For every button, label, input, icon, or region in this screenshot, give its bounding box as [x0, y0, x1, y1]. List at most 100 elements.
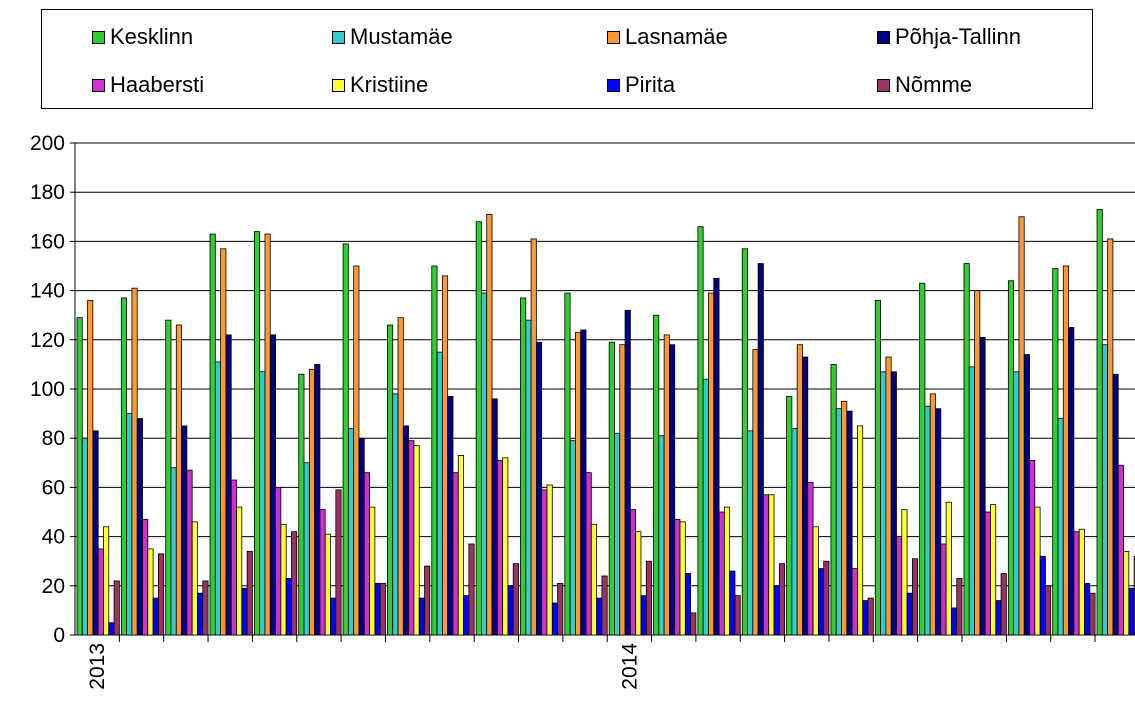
bar: [635, 531, 642, 636]
bar: [546, 484, 553, 636]
bar: [186, 469, 193, 636]
bar: [1000, 573, 1007, 636]
bar: [580, 329, 587, 636]
bar: [823, 560, 830, 636]
bar: [220, 248, 227, 636]
bar: [136, 418, 143, 636]
bar: [259, 371, 266, 636]
bar: [791, 427, 798, 636]
bar: [1078, 528, 1085, 636]
bar: [564, 292, 571, 636]
bar: [763, 494, 770, 636]
bar: [530, 238, 537, 636]
bar: [723, 506, 731, 636]
bar: [441, 275, 449, 636]
bar: [640, 595, 647, 636]
bar: [452, 472, 459, 636]
bar: [418, 597, 425, 636]
bar: [152, 597, 159, 636]
bar: [945, 501, 952, 636]
bar: [956, 578, 963, 636]
bar: [113, 580, 120, 636]
bar: [142, 518, 149, 636]
legend-label: Haabersti: [110, 72, 205, 97]
bar: [974, 290, 981, 636]
bar: [209, 233, 216, 636]
bar: [369, 506, 376, 636]
bar: [1013, 371, 1020, 636]
bar: [1018, 216, 1025, 636]
bar: [551, 602, 558, 636]
bar: [963, 263, 970, 636]
bar: [314, 363, 321, 636]
bar: [601, 575, 608, 636]
bar: [590, 523, 598, 636]
bar: [940, 543, 947, 636]
bar: [463, 595, 470, 636]
bar: [358, 437, 365, 636]
legend-label: Lasnamäe: [625, 24, 728, 49]
bar: [851, 568, 858, 636]
bar: [342, 243, 349, 636]
bar: [911, 558, 919, 636]
legend-swatch: [607, 30, 620, 44]
bar: [447, 395, 454, 636]
bar: [335, 489, 342, 636]
bar: [979, 336, 986, 636]
y-tick-label: 180: [30, 181, 65, 204]
bar: [225, 334, 232, 636]
bar: [747, 430, 754, 636]
bar: [919, 282, 926, 636]
bar: [191, 521, 198, 636]
bar: [890, 371, 897, 636]
bar: [1023, 354, 1030, 636]
bar: [901, 509, 908, 636]
bar: [436, 351, 443, 636]
bar: [669, 344, 676, 636]
legend: Kesklinn Mustamäe Lasnamäe Põhja-Tallinn Haa…: [41, 9, 1093, 109]
bar: [734, 595, 741, 636]
bar: [353, 265, 360, 636]
bar: [874, 300, 881, 636]
bar: [968, 366, 975, 636]
bar: [880, 371, 887, 636]
bar: [507, 585, 514, 636]
bar: [230, 479, 237, 636]
bar: [87, 300, 94, 636]
bar: [1029, 459, 1036, 636]
bar: [512, 563, 519, 636]
bar: [214, 361, 222, 636]
bar: [1128, 587, 1135, 636]
bar: [541, 489, 548, 636]
bar: [165, 319, 172, 636]
bar: [97, 548, 104, 636]
legend-swatch: [92, 30, 105, 44]
bar: [392, 393, 399, 636]
y-tick-label: 140: [30, 280, 65, 303]
bar: [81, 437, 88, 636]
bar: [92, 430, 99, 636]
bar: [1039, 555, 1046, 636]
bar: [830, 363, 837, 636]
bar: [236, 506, 243, 636]
bar: [867, 597, 874, 636]
bar: [658, 435, 665, 636]
bar: [708, 292, 715, 636]
legend-label: Kesklinn: [110, 24, 194, 49]
bar: [158, 553, 165, 636]
bar: [402, 425, 410, 636]
bar: [817, 568, 825, 636]
bar: [131, 287, 138, 636]
y-tick-label: 0: [53, 624, 65, 647]
bar: [624, 309, 631, 636]
bar: [619, 344, 626, 636]
legend-label: Kristiine: [350, 72, 429, 97]
bar: [413, 445, 420, 636]
bar: [170, 467, 177, 636]
bar: [929, 393, 936, 636]
bar: [1089, 592, 1096, 636]
legend-item: Põhja-Tallinn: [877, 24, 1021, 50]
legend-swatch: [877, 30, 890, 44]
legend-swatch: [332, 30, 345, 44]
